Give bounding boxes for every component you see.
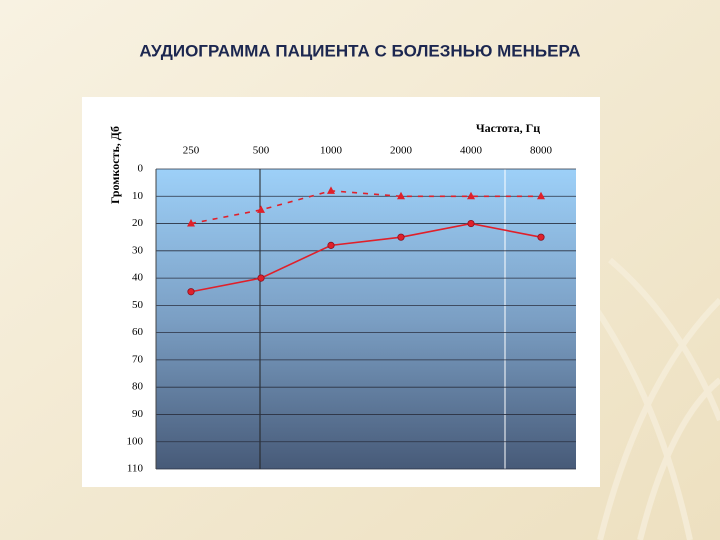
x-axis-label: Частота, Гц [476,121,540,135]
marker [537,233,545,241]
marker [397,233,405,241]
marker [467,219,475,228]
y-tick-label: 50 [132,299,144,311]
series-line [190,190,541,225]
y-tick-label: 80 [132,381,144,393]
y-tick-label: 40 [132,272,144,284]
slide-title: АУДИОГРАММА ПАЦИЕНТА С БОЛЕЗНЬЮ МЕНЬЕРА [139,41,580,60]
y-tick-label: 90 [132,408,144,420]
marker [327,241,335,249]
marker [187,219,195,227]
y-tick-label: 30 [132,244,144,256]
marker [327,186,335,194]
marker [397,191,405,200]
x-tick-label: 250 [183,145,200,157]
chart: Частота, Гц Громкость, Дб [108,121,576,469]
y-tick-label: 60 [132,326,144,338]
marker [467,191,475,200]
x-tick-label: 500 [253,145,270,157]
y-tick-label: 10 [132,190,144,202]
y-tick-label: 100 [127,435,144,447]
series-line [190,222,542,293]
y-axis-label: Громкость, Дб [108,126,122,204]
marker [537,191,545,200]
marker [187,288,195,296]
y-tick-label: 0 [138,163,144,175]
plot-area [156,169,576,469]
x-tick-label: 4000 [460,145,483,157]
y-tick-label: 20 [132,217,144,229]
y-tick-label: 110 [127,463,144,475]
y-tick-label: 70 [132,353,144,365]
x-tick-label: 1000 [320,145,343,157]
swirl-decoration [587,257,720,540]
x-tick-label: 8000 [530,145,553,157]
marker [257,274,265,282]
x-tick-label: 2000 [390,145,413,157]
marker [257,205,265,213]
